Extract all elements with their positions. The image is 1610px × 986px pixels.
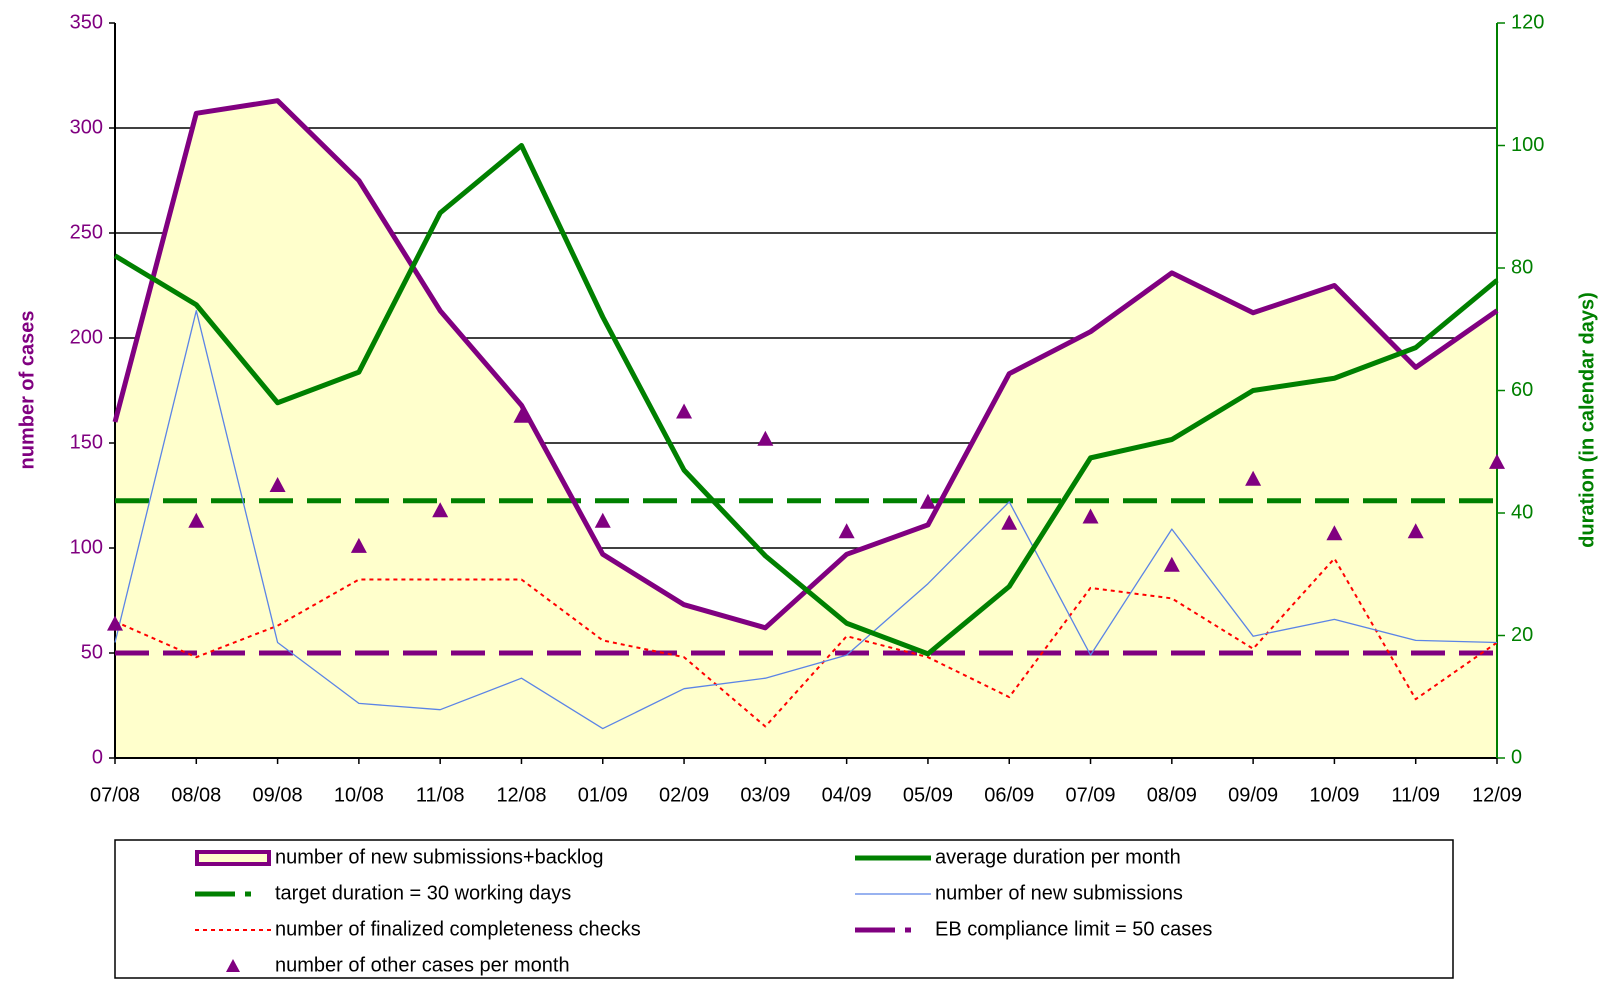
y2-tick-label: 0 (1511, 746, 1522, 768)
y2-tick-label: 20 (1511, 624, 1533, 646)
x-tick-label: 07/09 (1065, 784, 1115, 806)
marker (350, 537, 367, 553)
x-tick-label: 12/08 (496, 784, 546, 806)
x-tick-label: 10/08 (334, 784, 384, 806)
marker (188, 512, 205, 528)
marker (1407, 523, 1424, 539)
marker (919, 493, 936, 509)
marker (757, 430, 774, 446)
legend-label: number of other cases per month (275, 954, 570, 976)
y2-tick-label: 60 (1511, 379, 1533, 401)
x-tick-label: 10/09 (1309, 784, 1359, 806)
marker (1001, 514, 1018, 530)
y2-tick-label: 40 (1511, 501, 1533, 523)
legend-swatch (195, 850, 271, 866)
area (115, 100, 1497, 758)
y-tick-label: 100 (70, 536, 103, 558)
marker (676, 403, 693, 419)
series-line (113, 143, 1499, 657)
x-tick-label: 11/08 (416, 784, 465, 806)
marker (513, 407, 530, 423)
y-tick-label: 150 (70, 431, 103, 453)
x-tick-label: 06/09 (984, 784, 1034, 806)
marker (1489, 453, 1505, 469)
marker (838, 523, 855, 539)
x-tick-label: 08/09 (1147, 784, 1197, 806)
x-tick-label: 04/09 (822, 784, 872, 806)
marker (107, 615, 123, 631)
legend-label: EB compliance limit = 50 cases (935, 918, 1212, 940)
y-tick-label: 0 (92, 746, 103, 768)
x-tick-label: 09/09 (1228, 784, 1278, 806)
marker (1163, 556, 1180, 572)
legend-label: number of new submissions (935, 882, 1183, 904)
x-tick-label: 02/09 (659, 784, 709, 806)
x-tick-label: 11/09 (1391, 784, 1440, 806)
y-axis-label: number of cases (16, 311, 38, 470)
legend-label: average duration per month (935, 846, 1181, 868)
x-tick-label: 03/09 (740, 784, 790, 806)
legend-box (114, 839, 1454, 979)
y2-tick-label: 100 (1511, 134, 1544, 156)
marker (432, 502, 449, 518)
y2-axis-label: duration (in calendar days) (1576, 292, 1598, 548)
y-tick-label: 200 (70, 326, 103, 348)
y-tick-label: 300 (70, 116, 103, 138)
marker (1326, 525, 1343, 541)
y2-tick-label: 80 (1511, 256, 1533, 278)
series-line (114, 310, 1498, 730)
marker (594, 512, 611, 528)
x-tick-label: 08/08 (171, 784, 221, 806)
legend-label: target duration = 30 working days (275, 882, 571, 904)
marker (269, 477, 286, 492)
x-tick-label: 07/08 (90, 784, 140, 806)
y-tick-label: 350 (70, 11, 103, 33)
legend-label: number of new submissions+backlog (275, 846, 604, 868)
legend-swatch (226, 959, 240, 972)
legend-label: number of finalized completeness checks (275, 918, 641, 940)
x-tick-label: 12/09 (1472, 784, 1522, 806)
marker (1082, 508, 1099, 524)
x-tick-label: 09/08 (253, 784, 303, 806)
x-tick-label: 01/09 (578, 784, 628, 806)
y2-tick-label: 120 (1511, 11, 1544, 33)
marker (1245, 470, 1262, 486)
x-tick-label: 05/09 (903, 784, 953, 806)
y-tick-label: 250 (70, 221, 103, 243)
y-tick-label: 50 (81, 641, 103, 663)
